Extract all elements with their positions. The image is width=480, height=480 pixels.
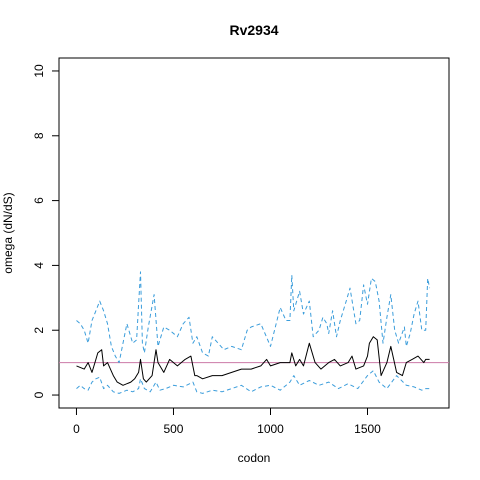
x-axis: 0 500 1000 1500 [73,408,381,436]
y-axis: 0 2 4 6 8 10 [32,64,59,398]
plot-frame [58,57,450,409]
plot-lines [59,271,449,394]
y-tick-label: 6 [32,197,46,204]
y-tick-label: 2 [32,327,46,334]
x-tick-label: 0 [73,422,80,436]
y-tick-label: 10 [32,64,46,78]
x-tick-label: 1500 [354,422,381,436]
chart-title: Rv2934 [229,22,278,38]
x-axis-label: codon [238,451,271,465]
y-tick-label: 0 [32,391,46,398]
x-tick-label: 500 [163,422,183,436]
series-estimate-line [76,336,430,386]
y-tick-label: 8 [32,132,46,139]
series-lower-line [76,370,430,394]
y-axis-label: omega (dN/dS) [1,192,15,273]
x-tick-label: 1000 [257,422,284,436]
y-tick-label: 4 [32,262,46,269]
series-upper-line [76,271,431,364]
